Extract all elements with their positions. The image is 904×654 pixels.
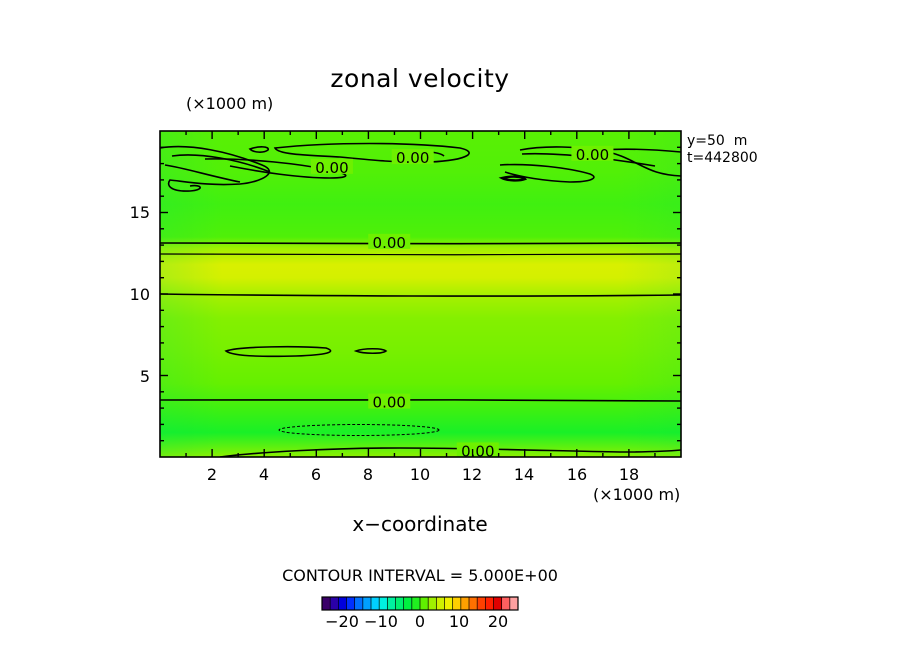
contour-label-mask — [571, 145, 614, 161]
y-axis-unit: (×1000 m) — [186, 94, 273, 113]
colorbar-cell — [330, 597, 339, 610]
colorbar-cell — [469, 597, 478, 610]
x-tick-label: 6 — [311, 465, 321, 484]
colorbar-tick-label: 10 — [449, 612, 469, 631]
colorbar-cell — [395, 597, 405, 610]
x-axis-unit: (×1000 m) — [593, 485, 680, 504]
colorbar — [321, 596, 519, 611]
colorbar-cell — [420, 597, 429, 610]
colorbar-cell — [338, 597, 347, 610]
y-tick-label: 10 — [130, 285, 150, 304]
colorbar-cell — [428, 597, 437, 610]
contour-label: 0.00 — [373, 394, 406, 412]
colorbar-cell — [493, 597, 503, 610]
colorbar-tick-label: 0 — [415, 612, 425, 631]
contour-line-3 — [160, 398, 681, 402]
contour-lines-upper — [160, 142, 681, 192]
colorbar-cell — [322, 597, 331, 610]
x-axis-label: x−coordinate — [352, 512, 487, 536]
colorbar-tick-label: −10 — [364, 612, 398, 631]
x-tick-label: 18 — [619, 465, 639, 484]
colorbar-cell — [477, 597, 486, 610]
x-tick-label: 10 — [410, 465, 430, 484]
colorbar-cell — [460, 597, 470, 610]
colorbar-cell — [371, 597, 380, 610]
chart-title: zonal velocity — [330, 64, 509, 93]
contour-interval-text: CONTOUR INTERVAL = 5.000E+00 — [282, 566, 558, 585]
contour-island-2 — [353, 347, 388, 355]
contour-label: 0.00 — [315, 159, 348, 177]
colorbar-frame — [321, 596, 519, 611]
x-tick-label: 16 — [567, 465, 587, 484]
contour-line-13 — [160, 242, 681, 245]
annotation-y-level: y=50 m — [687, 133, 747, 149]
contour-dashed-negative — [278, 424, 440, 436]
annotation-time: t=442800 — [687, 150, 758, 166]
contour-label: 0.00 — [373, 234, 406, 252]
y-tick-label: 5 — [140, 367, 150, 386]
contour-label: 0.00 — [576, 146, 609, 164]
plot-area: 0.00 0.00 0.00 0.00 0.00 0.00 — [160, 131, 681, 460]
colorbar-cell — [501, 597, 511, 610]
colorbar-tick-labels: −20 −10 0 10 20 — [325, 612, 508, 631]
colorbar-cell — [509, 597, 519, 610]
contour-lines-main — [160, 242, 681, 457]
colorbar-tick-label: −20 — [325, 612, 359, 631]
heatmap-side-shading — [160, 131, 681, 457]
x-tick-label: 12 — [462, 465, 482, 484]
colorbar-cell — [354, 597, 364, 610]
colorbar-cell — [379, 597, 388, 610]
contour-line-12 — [160, 253, 681, 256]
tick-marks — [160, 131, 681, 457]
contour-island-1 — [224, 345, 332, 358]
colorbar-cell — [403, 597, 413, 610]
x-tick-label: 14 — [514, 465, 534, 484]
colorbar-cell — [444, 597, 454, 610]
contour-label: 0.00 — [396, 149, 429, 167]
colorbar-cell — [346, 597, 356, 610]
colorbar-cell — [411, 597, 421, 610]
x-tick-labels: 2 4 6 8 10 12 14 16 18 — [207, 465, 639, 484]
colorbar-tick-label: 20 — [488, 612, 508, 631]
x-tick-label: 4 — [259, 465, 269, 484]
contour-label-mask — [368, 233, 411, 249]
contour-label-mask — [310, 158, 353, 174]
colorbar-cell — [436, 597, 445, 610]
contour-label-mask — [456, 442, 499, 457]
colorbar-cell — [387, 597, 396, 610]
colorbar-cell — [485, 597, 494, 610]
contour-label: 0.00 — [461, 442, 494, 460]
contour-label-mask — [368, 393, 411, 409]
colorbar-cell — [362, 597, 372, 610]
x-tick-label: 2 — [207, 465, 217, 484]
contour-labels: 0.00 0.00 0.00 0.00 0.00 0.00 — [310, 145, 614, 460]
colorbar-cell — [452, 597, 462, 610]
y-tick-label: 15 — [130, 203, 150, 222]
x-tick-label: 8 — [363, 465, 373, 484]
contour-line-10 — [160, 293, 681, 297]
y-tick-labels: 5 10 15 — [130, 203, 150, 386]
contour-label-mask — [391, 149, 434, 165]
